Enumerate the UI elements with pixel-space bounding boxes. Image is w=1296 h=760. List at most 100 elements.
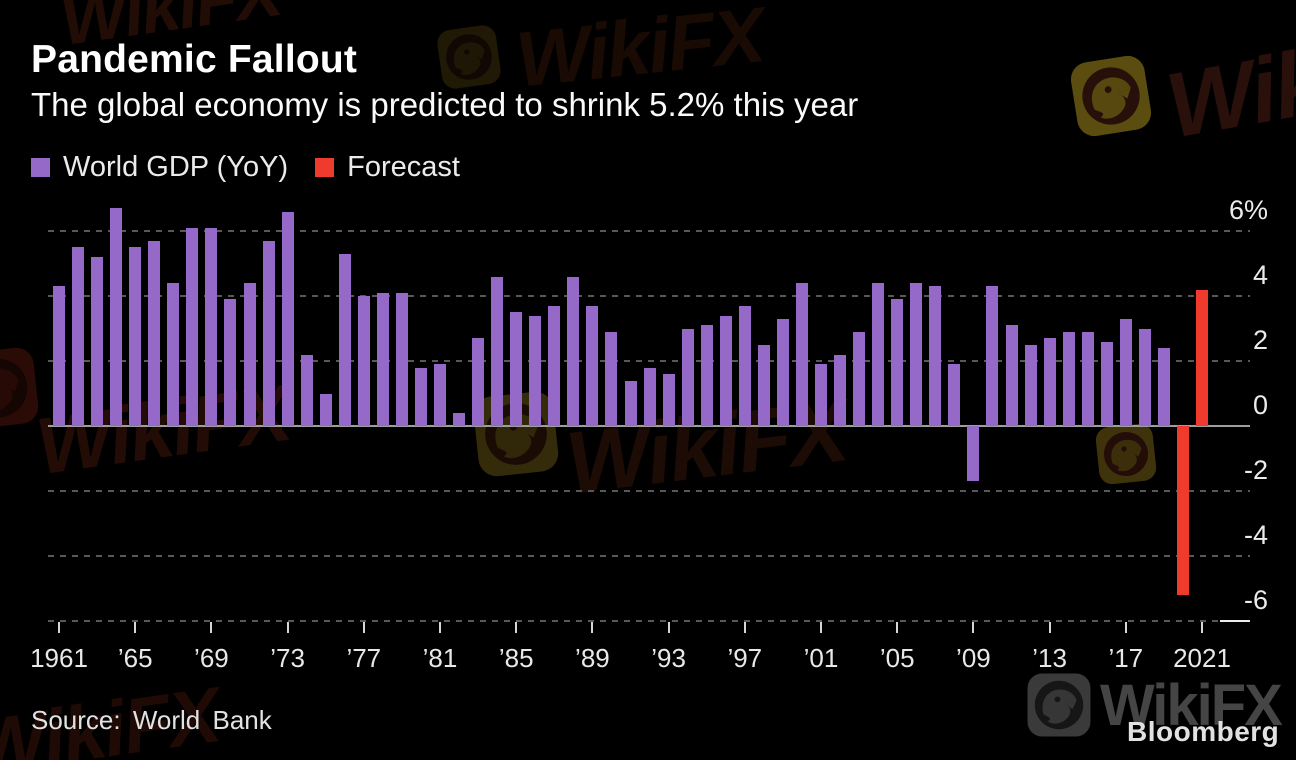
y-axis-label-4: 4 — [1252, 260, 1268, 290]
y-axis-label--4: -4 — [1243, 520, 1268, 550]
bar-1994 — [681, 328, 694, 426]
x-tick-2009 — [972, 622, 975, 633]
x-axis-label-2017: ’17 — [1108, 643, 1144, 673]
gridline--2 — [48, 490, 1250, 492]
bar-2003 — [853, 331, 866, 426]
x-axis-label-1969: ’69 — [194, 643, 229, 673]
bar-2012 — [1024, 344, 1037, 426]
x-axis-label-1977: ’77 — [346, 643, 382, 673]
bar-1967 — [167, 283, 180, 426]
x-axis-label-1973: ’73 — [270, 643, 305, 673]
bar-1975 — [319, 393, 332, 426]
bar-2004 — [872, 283, 885, 426]
bar-1982 — [453, 413, 466, 426]
gridline-4 — [48, 295, 1250, 297]
gridline--6 — [48, 620, 1250, 622]
x-axis-label-1981: ’81 — [422, 643, 458, 673]
x-tick-1973 — [286, 622, 289, 633]
bar-1962 — [72, 247, 85, 426]
source-note: Source: World Bank — [31, 705, 272, 735]
bar-2013 — [1043, 338, 1056, 426]
bar-2021 — [1196, 289, 1208, 426]
bar-2008 — [948, 364, 961, 426]
x-tick-1977 — [362, 622, 365, 633]
wikifx-watermark-logo-icon — [1066, 51, 1155, 140]
bar-2007 — [929, 286, 942, 426]
wikifx-watermark-text: WikiFX — [1159, 6, 1296, 158]
bar-1987 — [548, 305, 561, 426]
legend-label: Forecast — [347, 151, 460, 183]
bar-2019 — [1157, 348, 1170, 426]
bar-1999 — [776, 318, 789, 426]
bar-1963 — [91, 257, 104, 426]
bar-1972 — [262, 240, 275, 426]
bar-1981 — [434, 364, 446, 426]
x-axis-label-1961: 1961 — [30, 643, 88, 673]
bar-2001 — [815, 364, 827, 426]
chart-subtitle: The global economy is predicted to shrin… — [31, 86, 859, 123]
bar-1969 — [205, 227, 218, 426]
x-tick-1993 — [667, 622, 670, 633]
x-axis-label-2013: ’13 — [1032, 643, 1067, 673]
bar-1971 — [243, 283, 256, 426]
x-axis-label-1997: ’97 — [727, 643, 763, 673]
gridline-6 — [48, 230, 1250, 232]
bar-1974 — [300, 354, 313, 426]
x-tick-1969 — [210, 622, 213, 633]
bar-1997 — [738, 305, 751, 426]
y-axis-label--2: -2 — [1243, 455, 1268, 485]
bar-1979 — [395, 292, 408, 426]
x-tick-2017 — [1124, 622, 1127, 633]
y-axis-label-0: 0 — [1252, 390, 1268, 420]
bar-2014 — [1062, 331, 1075, 426]
bar-1983 — [472, 338, 485, 426]
bar-1978 — [376, 292, 389, 426]
legend-item-world-gdp: World GDP (YoY) — [31, 151, 288, 184]
x-tick-1981 — [439, 622, 441, 633]
y-axis-label-6: 6% — [1228, 195, 1268, 225]
x-tick-2021 — [1201, 622, 1203, 633]
bar-1988 — [567, 276, 580, 426]
x-tick-1997 — [743, 622, 746, 633]
x-tick-1989 — [591, 622, 594, 633]
x-tick-1985 — [515, 622, 518, 633]
wikifx-watermark-logo-icon — [0, 344, 42, 432]
chart-title: Pandemic Fallout — [31, 38, 358, 81]
bar-1961 — [53, 286, 65, 426]
gridline-2 — [48, 360, 1250, 362]
bar-1968 — [186, 227, 199, 426]
x-axis-label-1993: ’93 — [651, 643, 686, 673]
bar-2018 — [1138, 328, 1151, 426]
axis-end-marker — [1220, 620, 1250, 622]
bar-2017 — [1119, 318, 1132, 426]
bar-1996 — [719, 315, 732, 426]
bar-2002 — [834, 354, 847, 426]
x-tick-2005 — [896, 622, 899, 633]
wikifx-watermark-logo-icon — [434, 22, 504, 92]
bar-2015 — [1081, 331, 1094, 426]
gridline--4 — [48, 555, 1250, 557]
bar-1998 — [757, 344, 770, 426]
bar-1989 — [586, 305, 599, 426]
x-tick-2013 — [1048, 622, 1051, 633]
legend-swatch-icon — [315, 158, 335, 177]
bar-1973 — [281, 211, 294, 426]
bar-1970 — [224, 299, 237, 426]
bar-1990 — [605, 331, 618, 426]
y-axis-label--6: -6 — [1243, 585, 1268, 615]
x-tick-1965 — [134, 622, 137, 633]
legend-label: World GDP (YoY) — [63, 151, 289, 183]
bar-2010 — [986, 286, 999, 426]
y-axis-label-2: 2 — [1252, 325, 1268, 355]
x-axis-label-1985: ’85 — [498, 643, 534, 673]
x-axis-label-2021: 2021 — [1173, 643, 1231, 673]
bar-1985 — [510, 312, 523, 426]
x-axis-label-2009: ’09 — [956, 643, 991, 673]
bloomberg-logo: Bloomberg — [1127, 716, 1280, 747]
wikifx-watermark-text: WikiFX — [30, 367, 295, 492]
bar-1991 — [624, 380, 637, 426]
wikifx-watermark-logo-icon — [1026, 672, 1092, 738]
bar-1977 — [357, 296, 370, 426]
bar-2011 — [1005, 325, 1018, 426]
